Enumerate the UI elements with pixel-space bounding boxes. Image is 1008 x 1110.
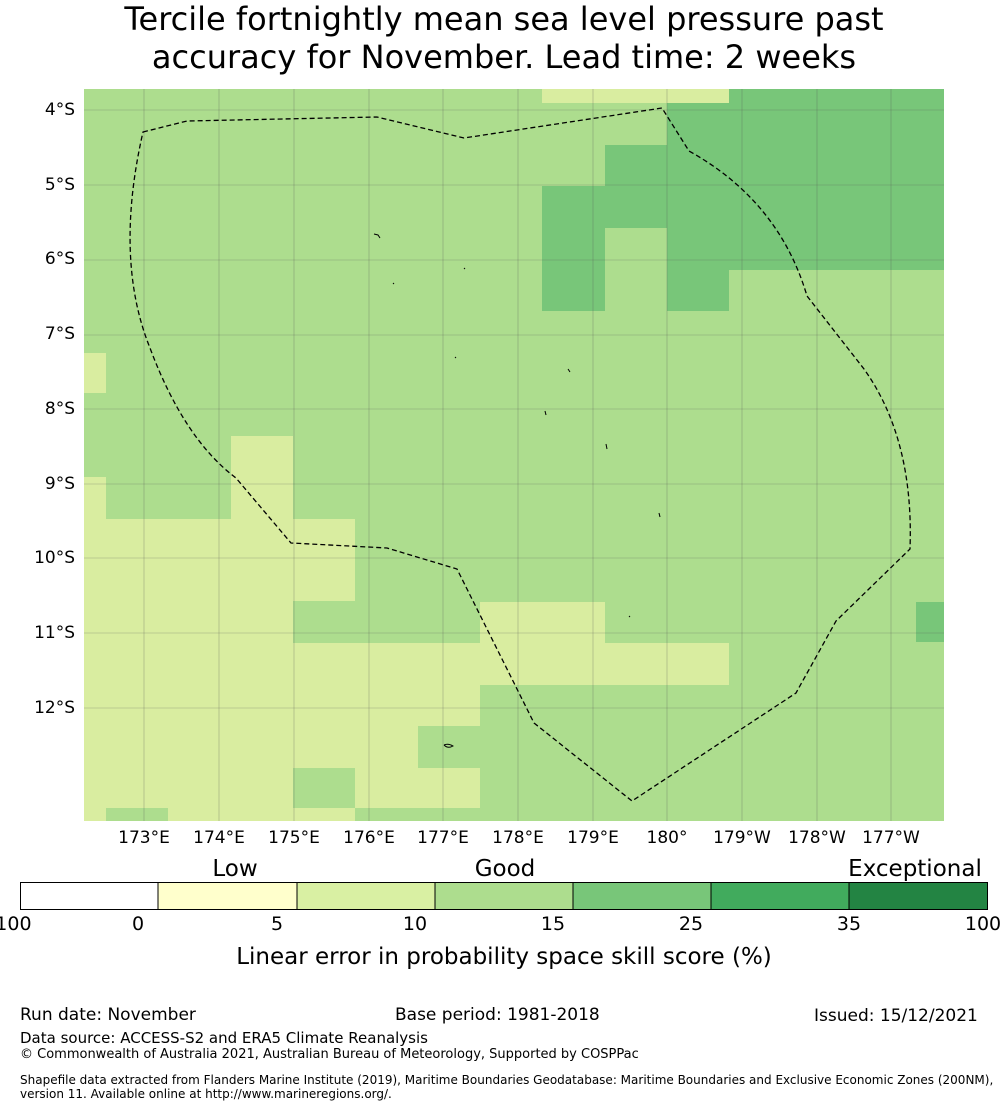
skill-cell	[293, 601, 480, 643]
title-line-1: Tercile fortnightly mean sea level press…	[124, 0, 884, 38]
lat-label: 5°S	[44, 175, 75, 195]
run-date: Run date: November	[20, 1005, 196, 1025]
skill-cell	[480, 643, 729, 685]
lat-label: 7°S	[44, 324, 75, 344]
mid-skill-patches	[84, 89, 944, 821]
skill-cell	[106, 477, 231, 519]
skill-cell	[667, 228, 729, 311]
skill-map	[84, 89, 944, 821]
map-title: Tercile fortnightly mean sea level press…	[0, 0, 1008, 76]
colorbar-tick: 0	[131, 913, 145, 935]
lat-label: 6°S	[44, 249, 75, 269]
island-shape	[373, 233, 381, 239]
skill-cell	[355, 768, 480, 808]
lat-label: 9°S	[44, 474, 75, 494]
lat-label: 10°S	[34, 548, 75, 568]
skill-cell	[916, 602, 944, 642]
colorbar-tick: 15	[540, 913, 566, 935]
colorbar-segment	[849, 882, 988, 910]
colorbar-dividers	[157, 882, 850, 910]
lon-label: 178°E	[492, 828, 544, 848]
graticule	[84, 89, 944, 821]
skill-cell	[293, 519, 355, 601]
category-low: Low	[212, 856, 258, 882]
copyright: © Commonwealth of Australia 2021, Austra…	[20, 1047, 639, 1062]
skill-cell	[418, 685, 480, 726]
island-shape	[658, 512, 661, 518]
low-skill-region	[84, 89, 729, 821]
skill-cell	[605, 228, 667, 311]
island-shape	[605, 443, 608, 450]
lat-label: 12°S	[34, 698, 75, 718]
colorbar-segment	[297, 882, 435, 910]
lon-label: 174°E	[193, 828, 245, 848]
colorbar-tick: 10	[402, 913, 428, 935]
lon-label: 177°W	[862, 828, 920, 848]
lon-label: 177°E	[417, 828, 469, 848]
title-line-2: accuracy for November. Lead time: 2 week…	[151, 38, 857, 76]
colorbar-tick: 100	[964, 913, 1002, 935]
eez-boundary	[129, 107, 911, 802]
colorbar-tick: 5	[270, 913, 284, 935]
lat-label: 8°S	[44, 399, 75, 419]
colorbar-segment	[435, 882, 573, 910]
island-shape	[454, 356, 457, 359]
colorbar-tick: -100	[0, 913, 32, 935]
low-skill-top	[667, 89, 729, 103]
skill-cell	[106, 808, 168, 821]
colorbar-segment	[158, 882, 297, 910]
issued-date: Issued: 15/12/2021	[814, 1006, 978, 1026]
colorbar-title: Linear error in probability space skill …	[236, 944, 772, 970]
colorbar-frame	[20, 882, 988, 910]
base-period: Base period: 1981-2018	[395, 1005, 600, 1025]
island-shape	[463, 267, 466, 270]
category-exceptional: Exceptional	[848, 856, 982, 882]
islands	[373, 233, 661, 748]
lat-label: 4°S	[44, 100, 75, 120]
skill-cell	[605, 145, 729, 228]
island-shape	[628, 615, 631, 618]
island-shape	[544, 410, 547, 416]
skill-cell	[480, 685, 944, 821]
lon-label: 173°E	[118, 828, 170, 848]
colorbar-tick: 35	[836, 913, 862, 935]
colorbar	[20, 882, 988, 910]
skill-cell	[542, 186, 605, 311]
lon-label: 176°E	[343, 828, 395, 848]
skill-cell	[729, 89, 944, 270]
island-shape	[443, 743, 454, 748]
category-good: Good	[474, 856, 536, 882]
lon-label: 180°	[646, 828, 688, 848]
lon-label: 178°W	[788, 828, 846, 848]
colorbar-segment	[711, 882, 849, 910]
map-panel[interactable]	[84, 89, 944, 821]
high-skill-region	[542, 89, 944, 642]
data-source: Data source: ACCESS-S2 and ERA5 Climate …	[20, 1029, 428, 1047]
island-shape	[392, 282, 395, 285]
lon-label: 175°E	[268, 828, 320, 848]
colorbar-tick: 25	[678, 913, 704, 935]
mid-skill-patches-2	[605, 228, 667, 311]
skill-cell	[729, 643, 944, 685]
lon-label: 179°E	[567, 828, 619, 848]
skill-cell	[84, 353, 106, 393]
island-shape	[567, 368, 571, 373]
skill-cell	[667, 89, 729, 103]
colorbar-segment	[573, 882, 711, 910]
colorbar-segment	[20, 882, 158, 910]
lat-label: 11°S	[34, 623, 75, 643]
shapefile-credit: Shapefile data extracted from Flanders M…	[20, 1073, 994, 1101]
skill-cell	[293, 768, 355, 808]
skill-cell	[84, 89, 542, 103]
lon-label: 179°W	[713, 828, 771, 848]
skill-cell	[231, 436, 293, 821]
